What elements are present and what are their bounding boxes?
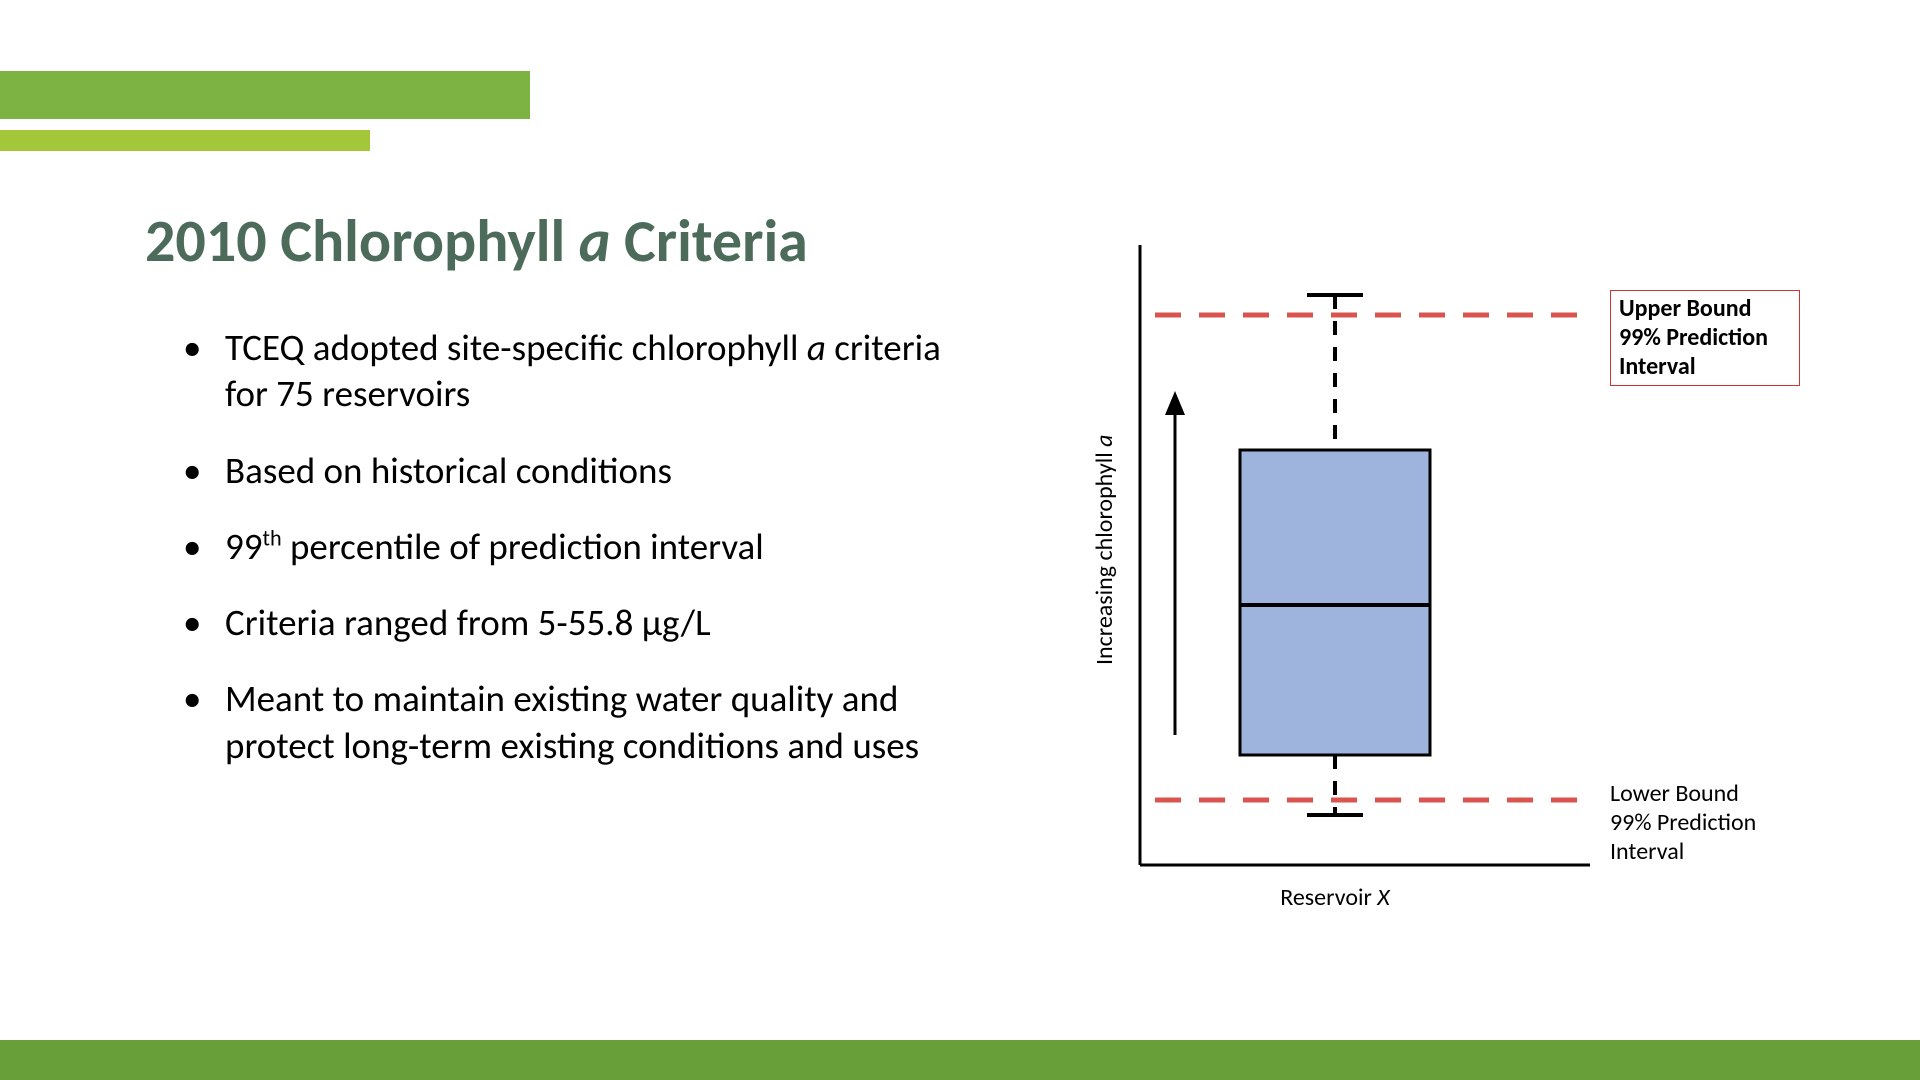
bullet-item: 99th percentile of prediction interval — [165, 524, 965, 570]
x-axis-label: Reservoir X — [1280, 883, 1391, 912]
bullet-item: Based on historical conditions — [165, 448, 965, 494]
y-arrow-head — [1165, 391, 1185, 415]
slide-title: 2010 Chlorophyll a Criteria — [145, 205, 808, 278]
box — [1240, 450, 1430, 755]
bullet-item: Criteria ranged from 5-55.8 µg/L — [165, 600, 965, 646]
title-italic: a — [579, 205, 611, 278]
decor-top-bar-1 — [0, 71, 530, 119]
decor-top-bar-2 — [0, 130, 370, 151]
y-axis-label: Increasing chlorophyll a — [1090, 435, 1119, 666]
boxplot-diagram: Increasing chlorophyll a Reservoir X Uppe… — [1080, 245, 1800, 965]
title-suffix: Criteria — [610, 205, 807, 278]
bullet-list: TCEQ adopted site-specific chlorophyll a… — [165, 325, 965, 799]
lower-bound-label: Lower Bound99% Prediction Interval — [1610, 780, 1800, 866]
bullet-item: TCEQ adopted site-specific chlorophyll a… — [165, 325, 965, 418]
title-prefix: 2010 Chlorophyll — [145, 205, 579, 278]
bullet-item: Meant to maintain existing water quality… — [165, 676, 965, 769]
upper-bound-label: Upper Bound99% Prediction Interval — [1610, 290, 1800, 386]
decor-bottom-bar — [0, 1040, 1920, 1080]
